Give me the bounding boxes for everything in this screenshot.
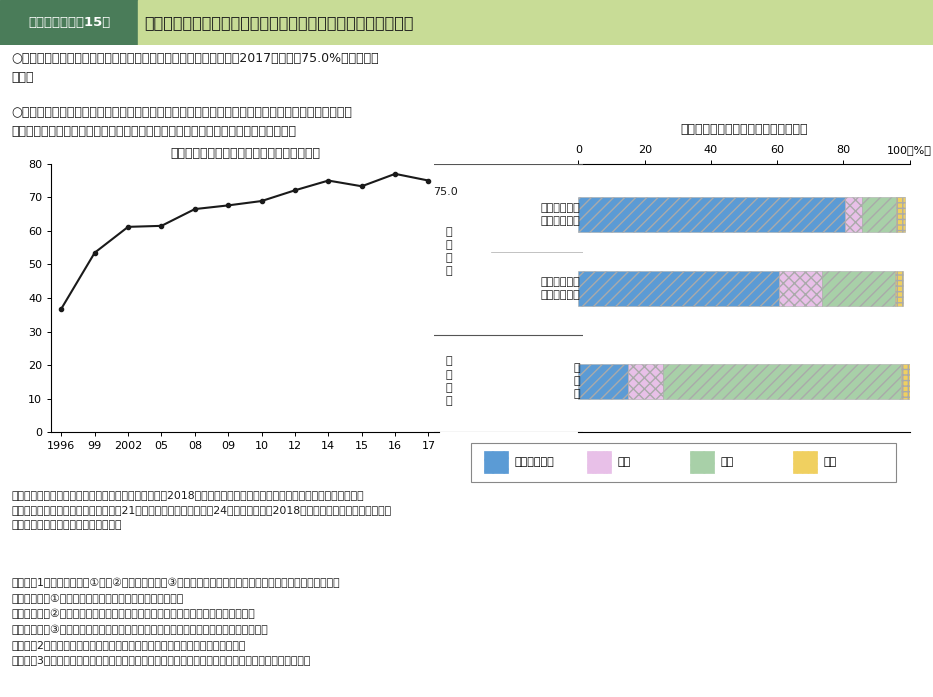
Text: ○　育児休業制度の規定がある事業所の割合は、上昇傾向にあり、2017年度には75.0%となってい
　る。: ○ 育児休業制度の規定がある事業所の割合は、上昇傾向にあり、2017年度には75… [11, 52, 379, 84]
Bar [793, 452, 817, 473]
Bar [779, 271, 822, 306]
Text: 利用しにくい
雰囲気がある: 利用しにくい 雰囲気がある [540, 277, 580, 300]
Bar [897, 197, 905, 232]
Bar [578, 364, 628, 399]
Bar [845, 197, 862, 232]
Text: 制
度
な
し: 制 度 な し [445, 356, 453, 406]
Bar [578, 271, 779, 306]
Text: 転職: 転職 [618, 457, 631, 468]
Title: 育児休業制度と出産後の妻の就業状況: 育児休業制度と出産後の妻の就業状況 [680, 123, 808, 136]
Text: 育児休業制度が出産後の女性の就業状況に与える影響について: 育児休業制度が出産後の女性の就業状況に与える影響について [145, 15, 414, 30]
Title: 育児休業制度の規定がある事業所割合の推移: 育児休業制度の規定がある事業所割合の推移 [170, 147, 320, 160]
Bar [895, 271, 903, 306]
Text: 不詳: 不詳 [824, 457, 837, 468]
Bar [587, 452, 611, 473]
Text: ○　妻の就業形態で利用可能な育児休業制度があると、出産後も同一就業継続率が高まるが、制度を
　利用しやすい雰囲気を伴うとさらに高くなり、転職や離職が減少する傾向: ○ 妻の就業形態で利用可能な育児休業制度があると、出産後も同一就業継続率が高まる… [11, 105, 352, 137]
Text: （注）　1）集計対象は、①又は②に該当し、かつ③に該当するこの５年間に子どもが生まれた夫婦である。
　　　　　　①第１回から第６回まで双方が回答した夫婦
　　　: （注） 1）集計対象は、①又は②に該当し、かつ③に該当するこの５年間に子どもが生… [11, 578, 340, 666]
Text: 離職: 離職 [721, 457, 734, 468]
Bar [862, 197, 897, 232]
Text: 第２－（２）－15図: 第２－（２）－15図 [28, 16, 110, 29]
Bar [663, 364, 901, 399]
Bar [578, 197, 845, 232]
Bar [690, 452, 715, 473]
Bar [484, 452, 508, 473]
Bar [0, 0, 138, 45]
Bar [138, 0, 933, 45]
Text: 75.0: 75.0 [434, 187, 458, 197]
Bar [822, 271, 895, 306]
Bar [901, 364, 912, 399]
Bar [628, 364, 663, 399]
Text: 資料出所　左図は厚生労働省「雇用均等基本調査」（2018年）をもとに厚生労働省政策統括官付政策統括室にて作成
　　　　　右図は厚生労働省「第６回21世紀成年者縦: 資料出所 左図は厚生労働省「雇用均等基本調査」（2018年）をもとに厚生労働省政… [11, 490, 391, 530]
Text: 制
な
し: 制 な し [574, 363, 580, 399]
Text: 同一就業継続: 同一就業継続 [515, 457, 554, 468]
Text: 制
度
あ
り: 制 度 あ り [445, 227, 453, 277]
Text: 利用しやすい
雰囲気がある: 利用しやすい 雰囲気がある [540, 203, 580, 227]
